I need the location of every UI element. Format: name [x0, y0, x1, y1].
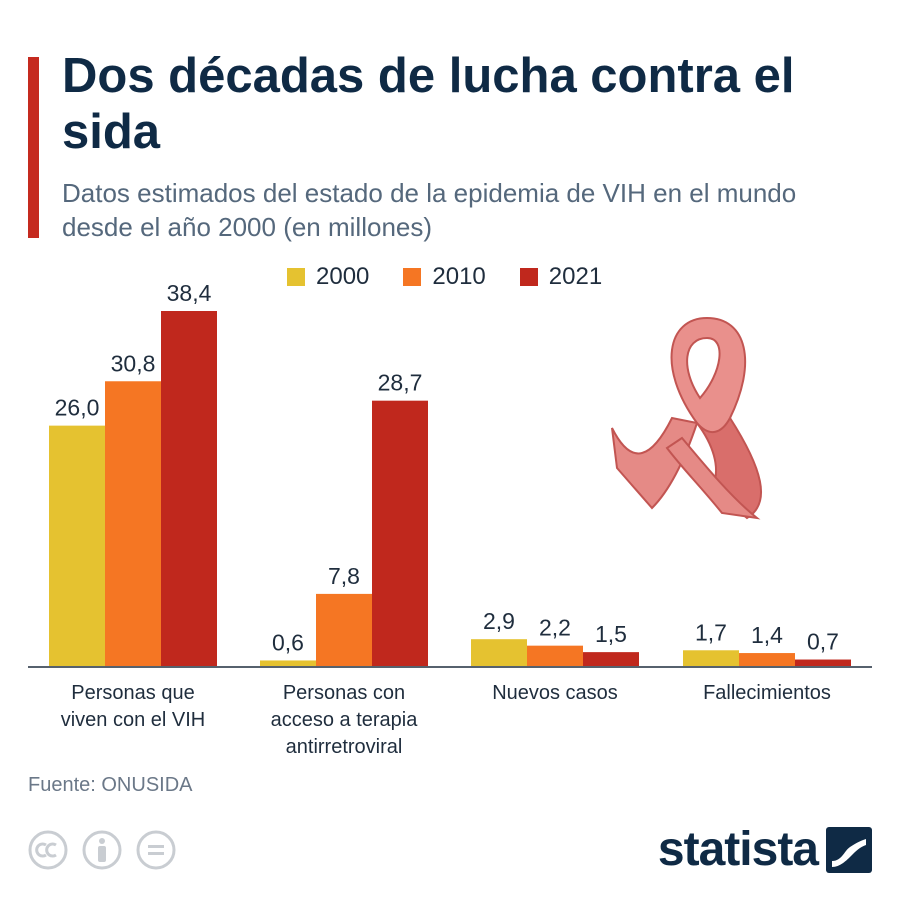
source-note: Fuente: ONUSIDA	[28, 774, 193, 796]
bar-2000-0	[49, 425, 105, 666]
value-label-2010-1: 7,8	[328, 563, 360, 589]
bar-2010-0	[105, 381, 161, 666]
category-label-line: Fallecimientos	[703, 682, 831, 704]
aids-ribbon-icon	[611, 316, 762, 520]
bar-2000-1	[260, 660, 316, 666]
category-label-0: Personas que viven con el VIH	[61, 682, 206, 731]
legend-label-2021: 2021	[548, 263, 603, 290]
bar-2000-3	[683, 650, 739, 666]
bars-group	[49, 311, 851, 666]
brand[interactable]: statista	[658, 822, 872, 877]
value-label-2021-2: 1,5	[595, 621, 627, 647]
bar-2000-2	[471, 639, 527, 666]
no-derivatives-icon[interactable]	[136, 830, 176, 870]
category-label-1: Personas con acceso a terapia antirretrovi…	[271, 682, 419, 758]
category-label-line: viven con el VIH	[61, 709, 206, 731]
bar-2021-3	[795, 659, 851, 666]
chart-subtitle: Datos estimados del estado de la epidemi…	[62, 178, 797, 242]
value-label-2000-0: 26,0	[55, 395, 100, 421]
legend-swatch-2000	[287, 268, 305, 286]
title-accent-bar	[28, 57, 39, 238]
category-label-line: Nuevos casos	[492, 682, 618, 704]
legend-item-2010: 2010	[403, 263, 486, 291]
value-label-2010-0: 30,8	[111, 350, 156, 376]
legend-swatch-2021	[519, 268, 538, 286]
value-label-2000-1: 0,6	[272, 629, 304, 655]
value-label-2010-3: 1,4	[751, 622, 783, 648]
bar-2021-0	[161, 311, 217, 666]
value-label-2000-3: 1,7	[695, 619, 727, 645]
bar-2021-1	[372, 400, 428, 666]
legend: 2000 2010 2021	[287, 262, 636, 292]
bar-2010-1	[316, 593, 372, 666]
bar-2021-2	[583, 652, 639, 666]
legend-item-2000: 2000	[287, 263, 369, 291]
legend-item-2021: 2021	[519, 263, 603, 291]
cc-icon[interactable]	[28, 830, 68, 870]
category-label-line: Personas con	[283, 682, 405, 704]
value-label-2000-2: 2,9	[483, 608, 515, 634]
chart-title: Dos décadas de lucha contra el sida	[62, 49, 795, 159]
legend-label-2000: 2000	[316, 263, 370, 290]
category-label-3: Fallecimientos	[703, 682, 831, 704]
value-labels-group: 26,0 30,8 38,4 0,6 7,8 28,7 2,9 2,2 1,5 1,7 1,4 0,7	[55, 280, 839, 655]
value-label-2021-1: 28,7	[378, 370, 423, 396]
category-labels-group: Personas que viven con el VIH Personas con…	[61, 682, 831, 758]
category-label-line: antirretroviral	[286, 736, 403, 758]
statista-logo-icon	[826, 826, 872, 873]
category-label-2: Nuevos casos	[492, 682, 618, 704]
category-label-line: acceso a terapia	[271, 709, 419, 731]
brand-wordmark: statista	[657, 823, 819, 876]
bar-2010-2	[527, 645, 583, 666]
legend-swatch-2010	[403, 268, 422, 286]
license-icons	[28, 830, 190, 870]
attribution-icon[interactable]	[82, 830, 122, 870]
category-label-line: Personas que	[71, 682, 194, 704]
bar-2010-3	[739, 653, 795, 666]
legend-label-2010: 2010	[432, 263, 486, 290]
value-label-2010-2: 2,2	[539, 615, 571, 641]
value-label-2021-0: 38,4	[167, 280, 212, 306]
value-label-2021-3: 0,7	[807, 629, 839, 655]
